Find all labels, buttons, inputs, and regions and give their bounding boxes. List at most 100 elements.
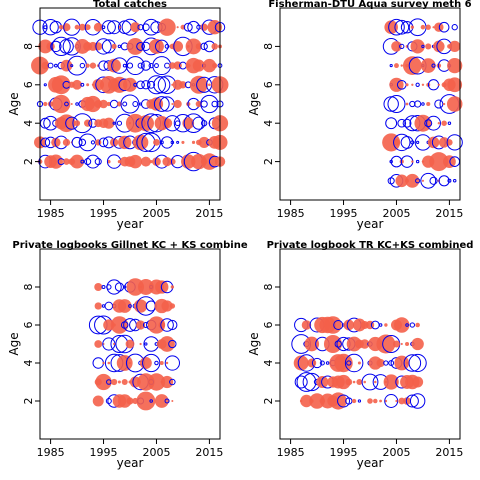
positive-residual-point: [94, 302, 102, 310]
positive-residual-point: [122, 77, 138, 92]
negative-residual-point: [140, 60, 152, 71]
negative-residual-point: [424, 119, 433, 128]
positive-residual-point: [200, 23, 208, 31]
positive-residual-point: [161, 118, 173, 129]
negative-residual-point: [59, 39, 74, 54]
positive-residual-point: [139, 357, 152, 369]
positive-residual-point: [117, 394, 132, 408]
negative-residual-point: [70, 64, 74, 68]
positive-residual-point: [70, 154, 84, 169]
positive-residual-point: [140, 156, 151, 167]
positive-residual-point: [111, 43, 117, 50]
x-tick-label: 1995: [330, 207, 358, 220]
positive-residual-point: [411, 83, 414, 86]
bubble-group: [88, 278, 180, 411]
positive-residual-point: [111, 378, 118, 386]
negative-residual-point: [117, 44, 122, 49]
positive-residual-point: [351, 398, 357, 404]
positive-residual-point: [103, 117, 115, 129]
negative-residual-point: [54, 63, 58, 68]
positive-residual-point: [410, 39, 425, 54]
positive-residual-point: [411, 160, 414, 163]
negative-residual-point: [122, 63, 127, 68]
positive-residual-point: [117, 299, 132, 313]
positive-residual-point: [403, 397, 411, 405]
positive-residual-point: [356, 378, 363, 386]
negative-residual-point: [174, 120, 181, 127]
x-axis-label: year: [117, 217, 144, 231]
positive-residual-point: [373, 398, 378, 404]
positive-residual-point: [149, 97, 164, 111]
positive-residual-point: [169, 303, 176, 309]
negative-residual-point: [160, 318, 174, 332]
negative-residual-point: [126, 62, 134, 69]
negative-residual-point: [176, 140, 180, 144]
positive-residual-point: [405, 83, 409, 87]
x-tick-label: 2005: [382, 207, 410, 220]
negative-residual-point: [80, 82, 85, 87]
negative-residual-point: [169, 378, 176, 386]
positive-residual-point: [391, 41, 402, 52]
positive-residual-point: [111, 76, 128, 93]
positive-residual-point: [128, 154, 143, 169]
negative-residual-point: [164, 44, 170, 49]
positive-residual-point: [309, 393, 325, 409]
positive-residual-point: [400, 64, 403, 67]
negative-residual-point: [167, 319, 178, 331]
positive-residual-point: [207, 19, 222, 35]
negative-residual-point: [149, 399, 153, 403]
negative-residual-point: [200, 120, 208, 127]
negative-residual-point: [160, 136, 174, 149]
positive-residual-point: [412, 376, 424, 388]
x-axis-label: year: [357, 217, 384, 231]
y-tick-label: 6: [22, 81, 35, 88]
negative-residual-point: [415, 159, 420, 164]
positive-residual-point: [78, 23, 86, 31]
negative-residual-point: [112, 121, 116, 125]
negative-residual-point: [64, 101, 69, 107]
negative-residual-point: [400, 135, 414, 149]
negative-residual-point: [431, 63, 436, 68]
positive-residual-point: [359, 339, 370, 349]
negative-residual-point: [142, 353, 161, 373]
y-tick-label: 6: [22, 322, 35, 329]
negative-residual-point: [153, 96, 170, 112]
positive-residual-point: [74, 24, 80, 30]
positive-residual-point: [379, 399, 383, 403]
positive-residual-point: [92, 395, 104, 407]
positive-residual-point: [113, 342, 116, 346]
panel-title: Fisherman-DTU Aqua survey meth 6: [268, 0, 471, 10]
negative-residual-point: [438, 21, 450, 33]
negative-residual-point: [388, 18, 405, 36]
y-axis-label: Age: [7, 92, 21, 115]
negative-residual-point: [311, 357, 323, 369]
positive-residual-point: [384, 20, 398, 34]
negative-residual-point: [141, 80, 151, 90]
negative-residual-point: [402, 118, 412, 128]
negative-residual-point: [183, 113, 204, 134]
positive-residual-point: [158, 18, 176, 36]
negative-residual-point: [51, 36, 71, 57]
negative-residual-point: [414, 100, 422, 108]
positive-residual-point: [109, 138, 119, 147]
positive-residual-point: [169, 158, 176, 165]
positive-residual-point: [382, 133, 401, 152]
positive-residual-point: [414, 114, 432, 132]
negative-residual-point: [183, 22, 193, 32]
x-tick-label: 2015: [435, 446, 463, 459]
positive-residual-point: [189, 75, 208, 94]
positive-residual-point: [446, 96, 463, 112]
positive-residual-point: [165, 361, 169, 365]
negative-residual-point: [393, 133, 411, 152]
negative-residual-point: [132, 101, 139, 107]
y-tick-label: 2: [262, 158, 275, 165]
positive-residual-point: [117, 380, 121, 384]
positive-residual-point: [420, 58, 436, 73]
negative-residual-point: [385, 117, 398, 130]
x-tick-label: 1985: [277, 446, 305, 459]
positive-residual-point: [324, 316, 342, 334]
positive-residual-point: [447, 58, 463, 74]
positive-residual-point: [133, 299, 148, 313]
positive-residual-point: [208, 83, 211, 87]
negative-residual-point: [357, 399, 362, 403]
